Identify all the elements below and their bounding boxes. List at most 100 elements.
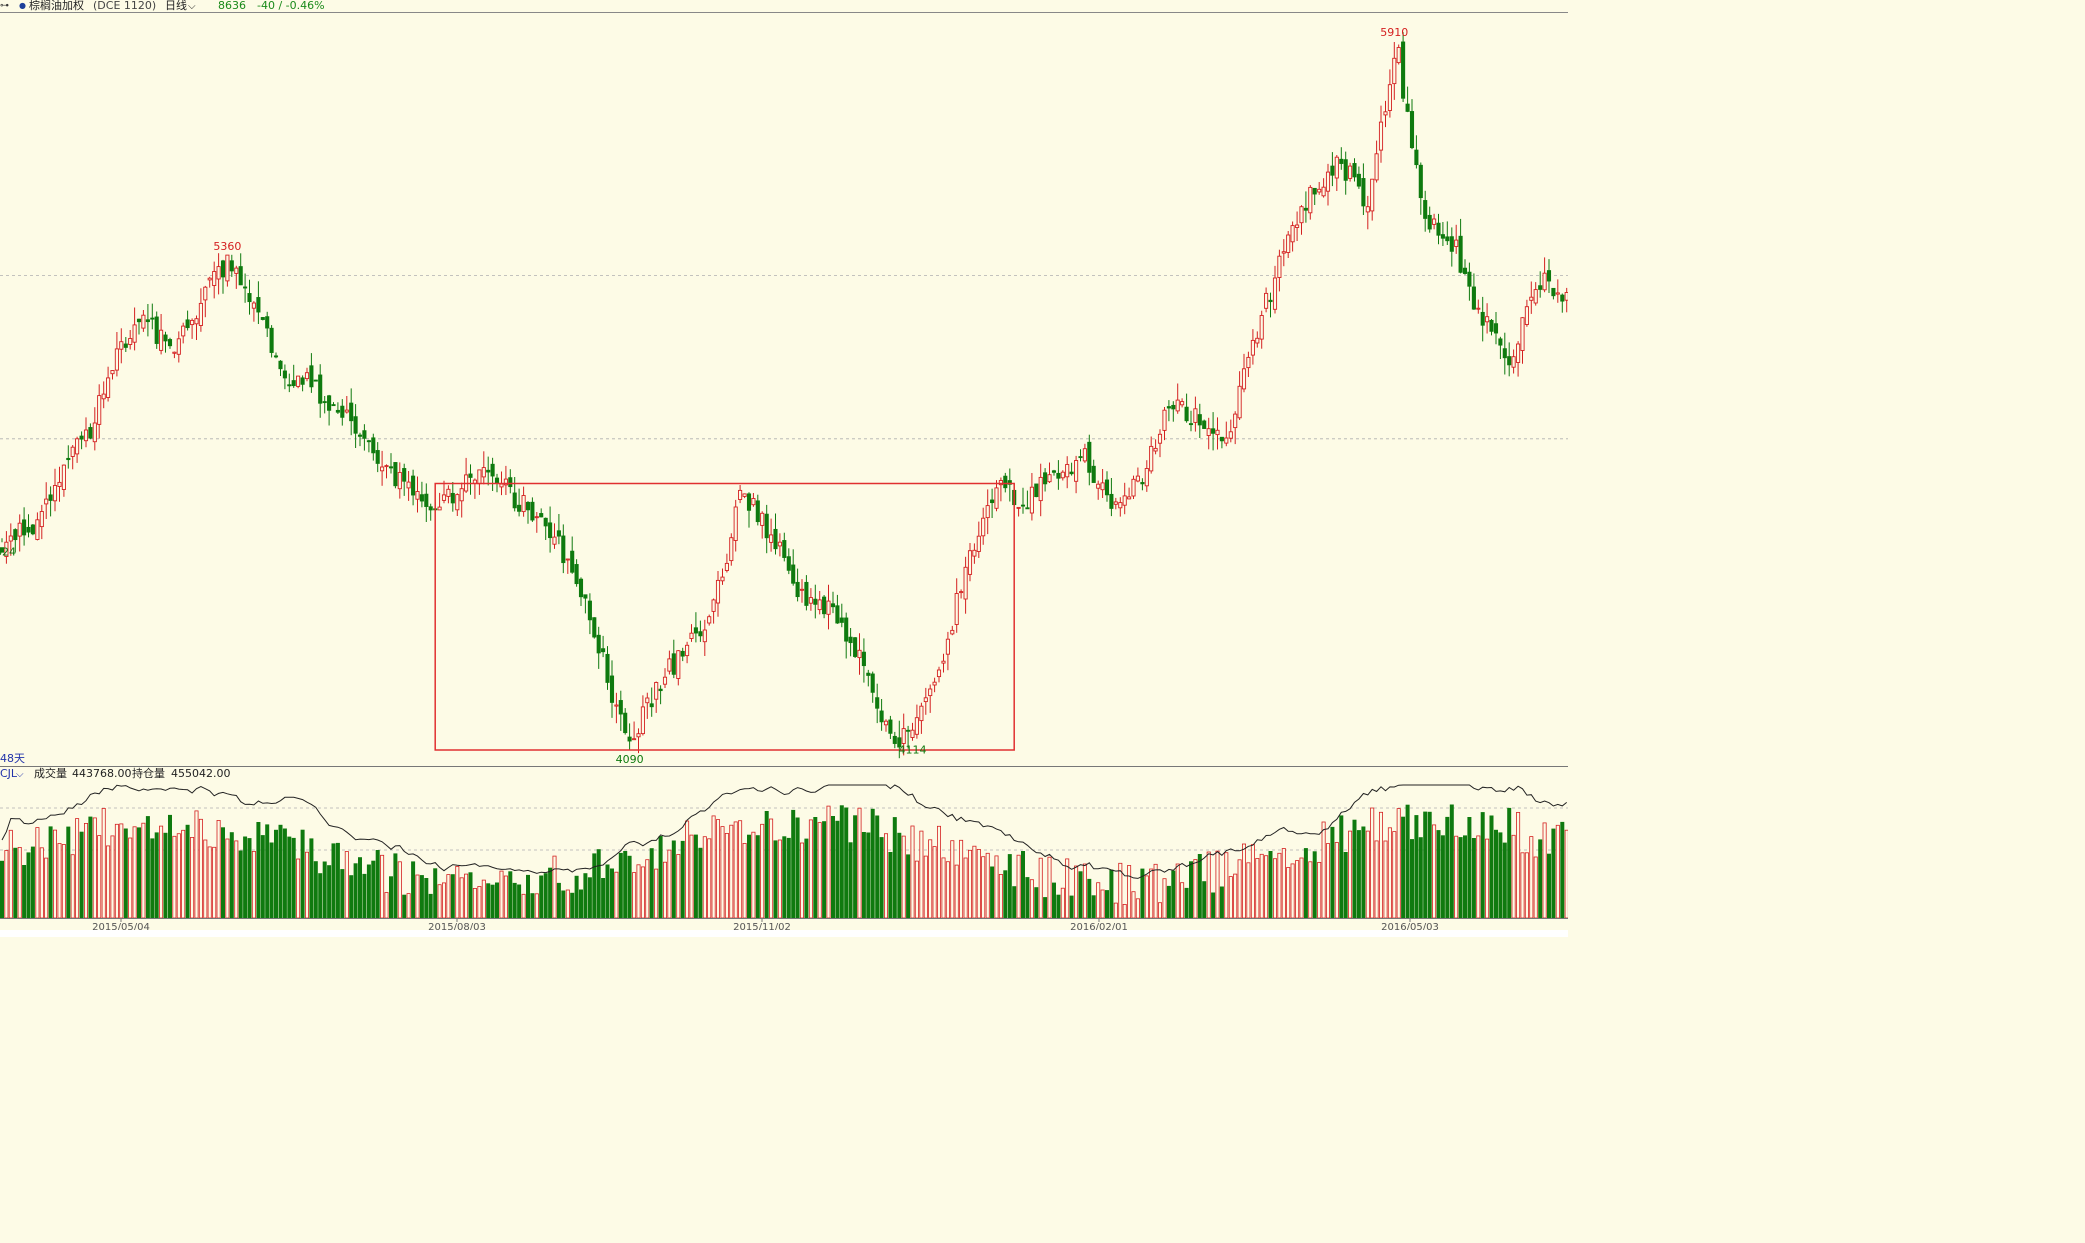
candle-body[interactable] [1432, 218, 1437, 225]
candle-body[interactable] [1502, 348, 1507, 359]
candle-body[interactable] [313, 379, 318, 382]
candle-body[interactable] [892, 735, 897, 744]
candle-body[interactable] [238, 266, 243, 286]
candle-body[interactable] [512, 492, 517, 509]
candle-body[interactable] [1405, 103, 1410, 112]
candle-body[interactable] [455, 494, 460, 511]
candle-body[interactable] [198, 302, 203, 326]
candle-body[interactable] [119, 341, 124, 350]
candle-body[interactable] [419, 494, 424, 502]
candle-body[interactable] [1078, 456, 1083, 459]
candle-body[interactable] [1135, 475, 1140, 482]
candle-body[interactable] [548, 522, 553, 539]
candle-body[interactable] [592, 617, 597, 638]
candle-body[interactable] [870, 673, 875, 693]
candle-body[interactable] [601, 648, 606, 653]
candle-body[interactable] [1104, 479, 1110, 496]
candle-body[interactable] [1516, 343, 1521, 363]
candle-body[interactable] [243, 286, 248, 289]
candle-body[interactable] [30, 524, 35, 535]
candle-body[interactable] [525, 501, 531, 511]
candle-body[interactable] [680, 650, 685, 657]
candle-body[interactable] [101, 393, 106, 400]
candle-body[interactable] [609, 675, 615, 703]
candle-body[interactable] [552, 536, 557, 545]
candle-body[interactable] [755, 500, 760, 523]
candle-body[interactable] [773, 528, 778, 550]
candle-body[interactable] [813, 598, 818, 605]
candle-body[interactable] [1392, 57, 1397, 85]
candle-body[interactable] [994, 487, 999, 509]
candle-body[interactable] [132, 324, 137, 343]
candle-body[interactable] [959, 591, 964, 594]
candle-body[interactable] [791, 564, 796, 584]
candle-body[interactable] [1396, 47, 1401, 64]
candle-body[interactable] [207, 277, 212, 281]
candle-body[interactable] [1551, 287, 1556, 297]
candle-body[interactable] [1025, 507, 1030, 510]
candle-body[interactable] [388, 466, 394, 469]
candle-body[interactable] [839, 617, 844, 623]
candle-body[interactable] [402, 468, 407, 482]
candle-body[interactable] [1387, 84, 1392, 111]
candle-body[interactable] [1303, 207, 1308, 211]
candle-body[interactable] [1476, 307, 1481, 310]
candle-body[interactable] [1157, 433, 1163, 444]
candle-body[interactable] [1520, 317, 1525, 351]
candle-body[interactable] [114, 348, 119, 371]
candle-body[interactable] [1365, 206, 1370, 213]
candle-body[interactable] [1361, 178, 1366, 207]
candle-body[interactable] [795, 581, 800, 598]
candle-body[interactable] [534, 516, 539, 519]
candle-body[interactable] [1348, 165, 1353, 179]
candle-body[interactable] [1436, 222, 1441, 236]
candle-body[interactable] [1153, 447, 1158, 452]
candle-body[interactable] [1295, 224, 1300, 228]
candle-body[interactable] [1087, 441, 1092, 473]
candle-body[interactable] [136, 318, 142, 323]
candle-body[interactable] [1352, 163, 1357, 178]
candle-body[interactable] [481, 467, 486, 478]
candle-body[interactable] [26, 526, 31, 533]
candle-body[interactable] [282, 370, 287, 379]
candle-body[interactable] [981, 517, 986, 537]
candle-body[interactable] [1286, 234, 1291, 253]
candle-body[interactable] [499, 483, 504, 488]
candle-body[interactable] [556, 530, 561, 537]
candle-body[interactable] [1127, 496, 1132, 500]
candle-body[interactable] [565, 558, 570, 561]
candle-body[interactable] [967, 550, 973, 575]
candle-body[interactable] [998, 480, 1003, 486]
candle-body[interactable] [322, 401, 327, 404]
candle-body[interactable] [1272, 277, 1278, 310]
candle-body[interactable] [503, 478, 508, 486]
candle-body[interactable] [1091, 465, 1096, 483]
candle-body[interactable] [57, 481, 62, 487]
candlestick-series[interactable] [0, 32, 1569, 759]
candle-body[interactable] [1162, 409, 1167, 431]
candle-body[interactable] [1197, 414, 1202, 426]
candle-body[interactable] [866, 672, 871, 676]
candle-body[interactable] [530, 501, 535, 521]
candle-body[interactable] [1047, 474, 1052, 483]
candle-body[interactable] [1065, 464, 1070, 478]
candle-body[interactable] [190, 319, 195, 326]
candle-body[interactable] [1060, 471, 1065, 479]
candle-body[interactable] [1219, 436, 1224, 442]
candle-body[interactable] [181, 325, 186, 337]
candle-body[interactable] [817, 599, 822, 611]
candle-body[interactable] [976, 535, 981, 552]
candle-body[interactable] [1264, 292, 1269, 309]
candle-body[interactable] [746, 493, 752, 511]
candle-body[interactable] [459, 488, 464, 502]
candle-body[interactable] [972, 549, 977, 557]
candle-body[interactable] [676, 650, 681, 679]
candle-body[interactable] [1268, 299, 1273, 303]
candle-body[interactable] [154, 316, 159, 344]
candle-body[interactable] [764, 513, 769, 539]
candle-body[interactable] [357, 434, 363, 437]
candle-body[interactable] [44, 498, 49, 505]
candle-body[interactable] [468, 473, 473, 478]
candle-body[interactable] [415, 491, 420, 500]
candle-body[interactable] [477, 469, 482, 485]
